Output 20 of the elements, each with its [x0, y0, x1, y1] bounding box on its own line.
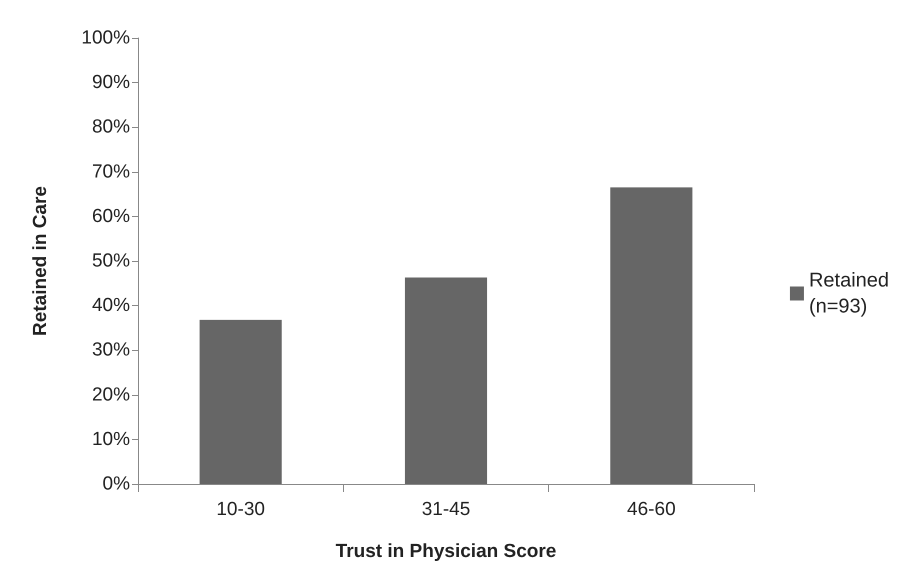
y-tick-label: 20%: [92, 384, 130, 406]
legend-label: Retained (n=93): [808, 270, 890, 318]
x-tick-label: 46-60: [627, 499, 676, 520]
y-tick-label: 70%: [92, 161, 130, 182]
y-axis-title: Retained in Care: [30, 186, 51, 336]
y-tick-label: 90%: [92, 72, 130, 94]
y-tick-label: 60%: [92, 206, 130, 227]
bar: [200, 320, 282, 484]
y-tick-label: 100%: [81, 28, 130, 48]
y-tick-label: 80%: [92, 116, 130, 138]
y-tick-label: 50%: [92, 250, 130, 272]
bar: [610, 187, 692, 484]
x-tick-label: 31-45: [422, 499, 470, 520]
x-axis-title: Trust in Physician Score: [336, 541, 556, 562]
y-tick-label: 10%: [92, 428, 130, 450]
y-tick-label: 30%: [92, 340, 130, 361]
bar: [404, 278, 488, 484]
y-tick-label: 40%: [92, 295, 130, 316]
y-tick-label: 0%: [102, 474, 130, 494]
x-tick-label: 10-30: [216, 499, 265, 520]
